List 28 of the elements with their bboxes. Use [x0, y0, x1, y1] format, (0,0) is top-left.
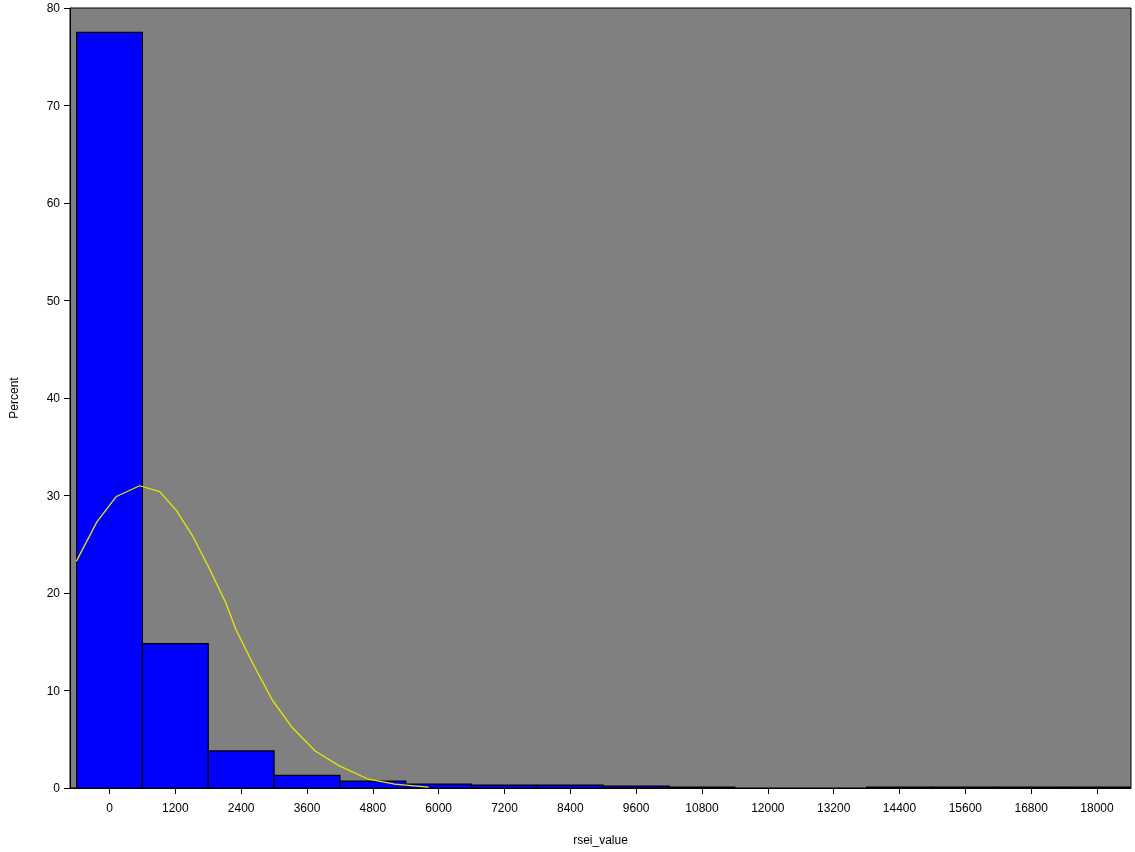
x-tick-label: 7200 [491, 801, 519, 815]
x-tick-label: 10800 [685, 801, 719, 815]
x-tick-label: 2400 [227, 801, 255, 815]
x-tick-label: 6000 [425, 801, 453, 815]
y-tick-label: 70 [46, 98, 61, 113]
x-tick-label: 14400 [882, 801, 917, 815]
x-tick-label: 12000 [751, 801, 785, 815]
x-tick-label: 16800 [1014, 801, 1049, 815]
x-tick-label: 13200 [816, 801, 851, 815]
x-tick-label: 15600 [948, 801, 983, 815]
y-tick-label: 40 [46, 391, 61, 405]
x-tick-label: 18000 [1080, 801, 1114, 815]
x-axis-title: rsei_value [573, 833, 629, 847]
y-tick-label: 20 [46, 586, 61, 600]
y-tick-label: 60 [46, 196, 61, 210]
x-tick-label: 4800 [359, 801, 387, 815]
y-tick-label: 10 [46, 683, 61, 698]
y-tick-label: 30 [46, 488, 61, 503]
y-tick-label: 0 [53, 781, 61, 795]
x-tick-label: 1200 [161, 801, 189, 815]
x-tick-label: 9600 [622, 801, 650, 815]
line-series [75, 485, 429, 788]
y-tick-label: 80 [46, 1, 61, 15]
x-tick-label: 8400 [556, 801, 584, 815]
y-axis-title: Percent [7, 376, 21, 419]
x-tick-label: 0 [106, 801, 114, 815]
y-tick-label: 50 [46, 293, 61, 308]
x-tick-label: 3600 [293, 801, 321, 815]
